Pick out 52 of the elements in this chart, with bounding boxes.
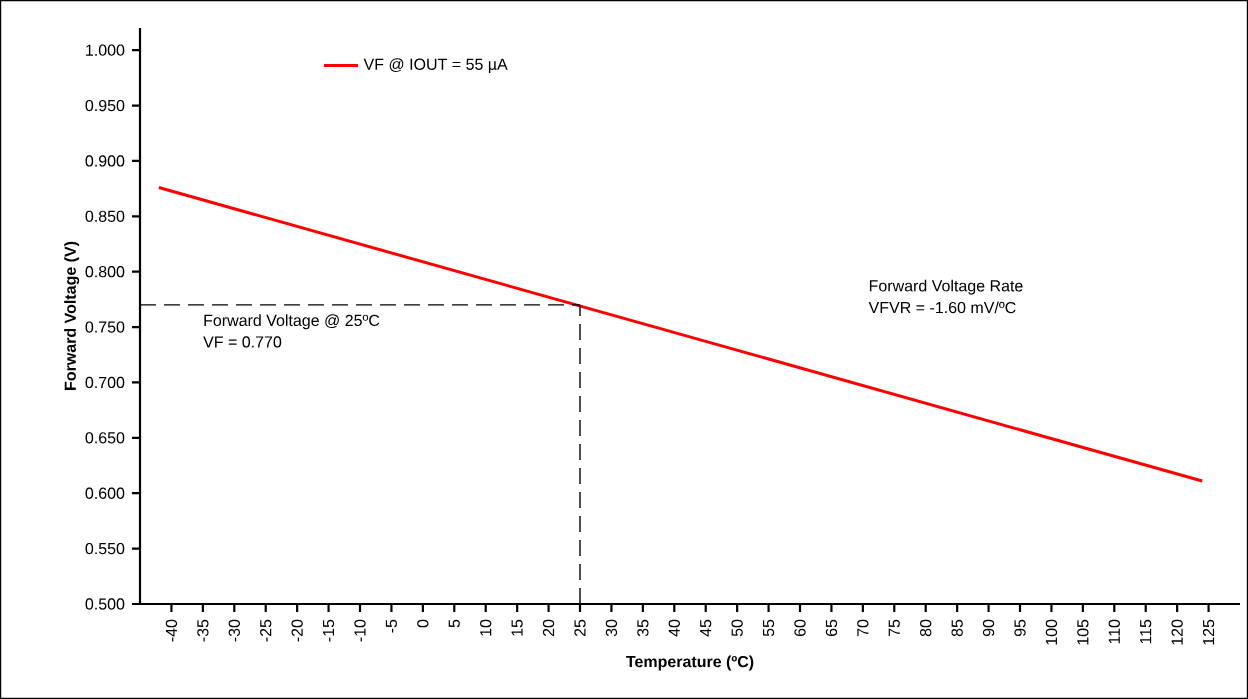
x-tick-label: 75 xyxy=(888,619,900,637)
x-tick-label: -25 xyxy=(260,619,272,642)
y-tick-label: 0.550 xyxy=(85,542,125,555)
annotation: VF = 0.770 xyxy=(203,336,282,348)
y-axis-title: Forward Voltage (V) xyxy=(64,241,80,390)
x-tick-label: 35 xyxy=(637,619,649,637)
x-tick-label: 25 xyxy=(574,619,586,637)
legend-label: VF @ IOUT = 55 µA xyxy=(363,58,508,74)
x-tick-label: 85 xyxy=(951,619,963,637)
x-tick-label: -5 xyxy=(385,619,398,633)
y-tick-label: 0.950 xyxy=(85,99,125,112)
annotation: VFVR = -1.60 mV/ºC xyxy=(868,301,1016,314)
x-tick-label: -35 xyxy=(197,619,209,642)
annotation: Forward Voltage @ 25ºC xyxy=(204,314,380,330)
x-tick-label: 105 xyxy=(1077,619,1089,645)
x-tick-label: 0 xyxy=(417,619,429,628)
x-tick-label: 120 xyxy=(1171,619,1183,645)
x-tick-label: 30 xyxy=(605,619,618,637)
x-tick-label: 95 xyxy=(1014,619,1026,637)
y-tick-label: 0.850 xyxy=(85,210,125,222)
x-tick-label: 65 xyxy=(825,619,838,637)
y-tick-label: 0.800 xyxy=(85,266,125,278)
y-tick-label: 0.650 xyxy=(85,432,125,444)
x-tick-label: 110 xyxy=(1108,619,1120,644)
x-tick-label: -10 xyxy=(354,619,366,642)
x-tick-label: 50 xyxy=(731,619,743,637)
y-tick-label: 0.900 xyxy=(85,155,125,167)
x-tick-label: 100 xyxy=(1045,619,1058,645)
y-tick-label: 0.750 xyxy=(85,321,125,333)
x-tick-label: -15 xyxy=(322,619,335,642)
x-tick-label: 55 xyxy=(762,619,775,637)
y-tick-label: 1.000 xyxy=(86,44,125,56)
y-tick-label: 0.600 xyxy=(85,487,125,499)
x-tick-label: 70 xyxy=(857,619,869,637)
x-tick-label: 115 xyxy=(1140,619,1152,644)
x-tick-label: 15 xyxy=(511,619,523,636)
x-tick-label: -20 xyxy=(291,619,303,642)
x-tick-label: 60 xyxy=(794,619,806,637)
x-tick-label: 80 xyxy=(920,619,932,637)
x-tick-label: 90 xyxy=(982,619,995,637)
x-tick-label: 125 xyxy=(1202,619,1215,645)
x-tick-label: 45 xyxy=(700,619,712,637)
x-axis-title: Temperature (ºC) xyxy=(626,655,754,671)
annotation: Forward Voltage Rate xyxy=(869,279,1023,295)
x-tick-label: 10 xyxy=(480,619,492,636)
y-tick-label: 0.500 xyxy=(85,598,125,610)
y-tick-label: 0.700 xyxy=(85,376,125,389)
x-tick-label: -30 xyxy=(228,619,240,642)
x-tick-label: 5 xyxy=(448,619,460,628)
x-tick-label: 20 xyxy=(542,619,555,637)
x-tick-label: 40 xyxy=(668,619,680,637)
x-tick-label: -40 xyxy=(165,619,178,642)
